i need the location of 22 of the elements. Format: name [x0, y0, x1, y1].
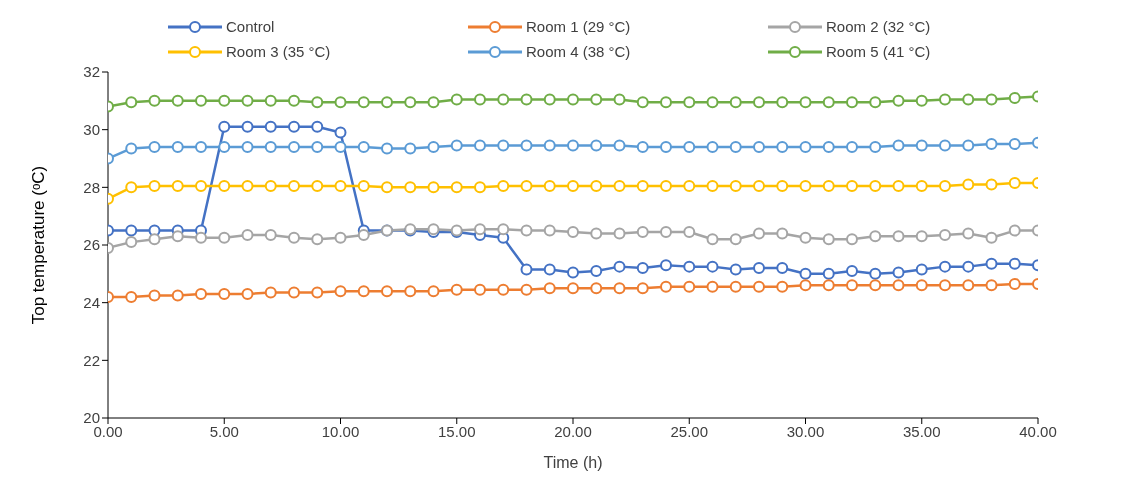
x-tick-label: 25.00	[670, 422, 709, 440]
legend-label: Room 2 (32 °C)	[826, 18, 931, 35]
y-tick-label: 32	[83, 63, 100, 81]
x-tick-label: 40.00	[1019, 422, 1057, 440]
y-tick-label: 28	[83, 178, 100, 196]
y-tick-label: 22	[83, 351, 100, 369]
y-tick-label: 30	[83, 120, 100, 138]
x-tick-label: 15.00	[437, 422, 476, 440]
legend-label: Room 4 (38 °C)	[526, 43, 631, 60]
x-tick-label: 30.00	[786, 422, 825, 440]
legend-label: Room 3 (35 °C)	[226, 43, 331, 60]
x-tick-label: 10.00	[321, 422, 360, 440]
legend-label: Room 1 (29 °C)	[526, 18, 631, 35]
legend-label: Room 5 (41 °C)	[826, 43, 931, 60]
x-tick-label: 35.00	[902, 422, 941, 440]
y-tick-label: 24	[83, 293, 100, 311]
x-tick-label: 5.00	[209, 422, 239, 440]
x-axis-title: Time (h)	[543, 454, 603, 471]
x-tick-label: 20.00	[554, 422, 592, 440]
y-tick-label: 26	[83, 236, 100, 254]
y-axis-title: Top temperature (ᵒC)	[29, 165, 49, 325]
legend-label: Control	[226, 18, 275, 35]
